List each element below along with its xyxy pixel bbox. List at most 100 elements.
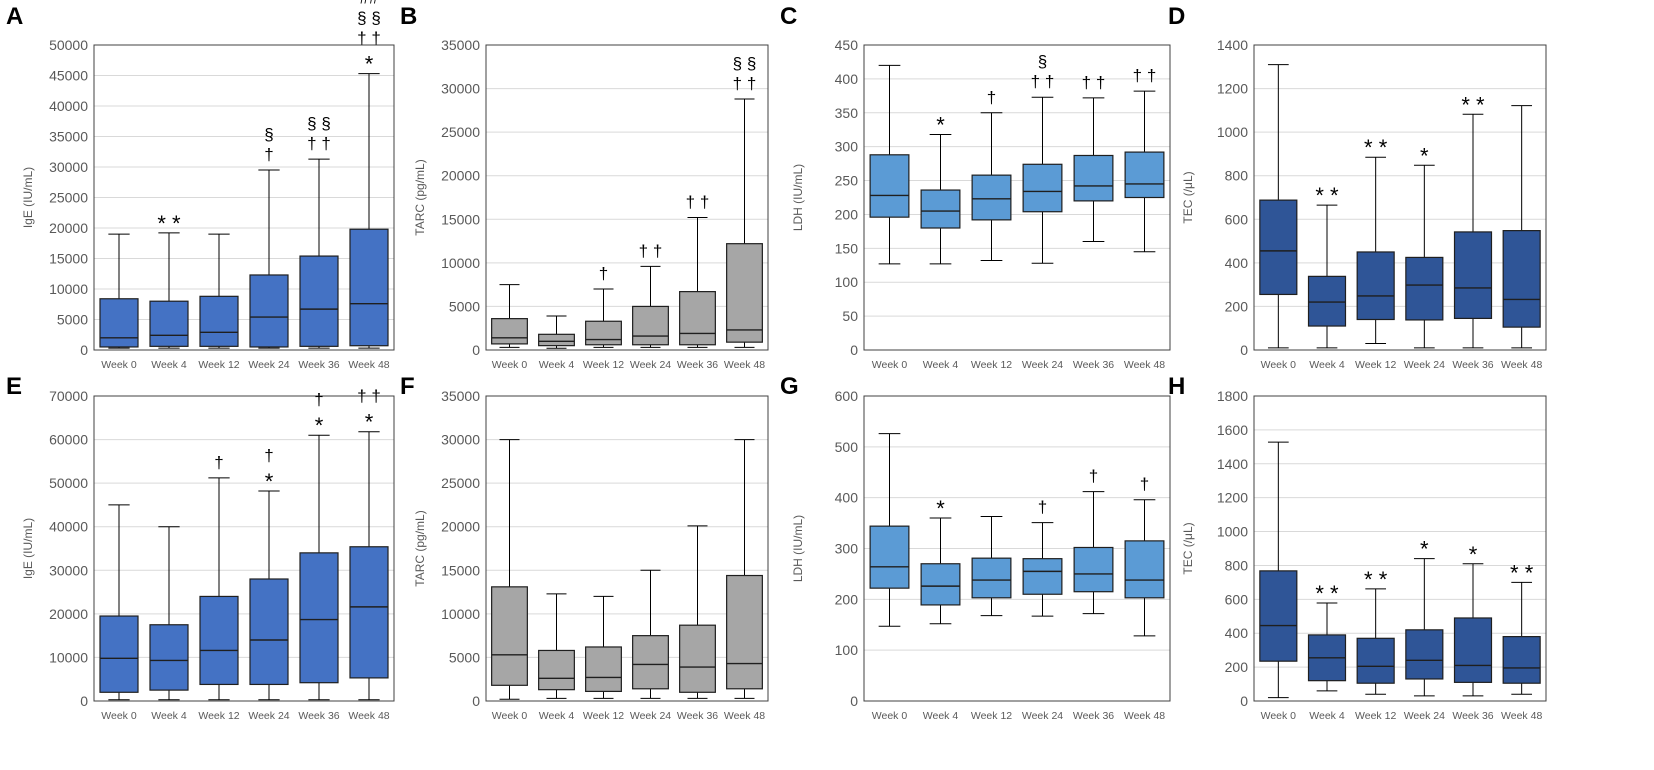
panel-f-box-4 [632,569,669,699]
panel-a-significance-mark: § [264,125,273,144]
panel-f-box-5 [679,525,716,699]
panel-f-iqr-box [491,586,528,686]
panel-d-box-1 [1259,64,1298,349]
panel-e-y-tick-label: 0 [80,693,88,709]
panel-h-x-tick-label: Week 24 [1404,710,1445,722]
panel-a-x-tick-label: Week 4 [151,359,187,371]
panel-b-y-tick-label: 0 [472,342,480,358]
panel-e-iqr-box [349,546,389,679]
panel-h-y-axis-title: TEC (/μL) [1181,522,1195,574]
panel-b-y-tick-label: 10000 [441,255,480,271]
panel-e-box-4 [249,490,289,701]
panel-c-box-5 [1073,97,1114,243]
panel-g-iqr-box [1073,546,1114,593]
panel-b-y-tick-label: 5000 [449,298,480,314]
panel-e-letter: E [6,373,22,400]
panel-a-y-axis-title: IgE (IU/mL) [21,167,35,228]
panel-g-y-tick-label: 100 [835,642,859,658]
panel-e-iqr-box [99,615,139,693]
panel-e-y-tick-label: 50000 [49,475,88,491]
panel-g-significance-mark: † [1089,467,1098,486]
panel-b-box-1 [491,284,528,348]
panel-f-x-tick-label: Week 48 [724,710,765,722]
panel-d-y-tick-label: 1000 [1217,124,1248,140]
panel-c-iqr-box [920,189,961,229]
panel-f-iqr-box [632,635,669,690]
panel-a-y-tick-label: 15000 [49,251,88,267]
panel-c-significance-mark: † [987,88,996,107]
panel-b-y-tick-label: 25000 [441,124,480,140]
panel-f-x-tick-label: Week 0 [492,710,528,722]
panel-c-y-tick-label: 50 [842,308,858,324]
panel-e-significance-mark: † [314,390,323,409]
panel-h-iqr-box [1453,617,1493,683]
panel-f-y-tick-label: 15000 [441,562,480,578]
panel-h-plot-frame [1253,395,1547,702]
panel-c-y-tick-label: 200 [835,206,859,222]
panel-b-x-tick-label: Week 48 [724,359,765,371]
panel-c-x-tick-label: Week 24 [1022,359,1063,371]
panel-g-y-tick-label: 300 [835,541,859,557]
panel-d-y-tick-label: 0 [1240,342,1248,358]
panel-h-x-tick-label: Week 36 [1452,710,1493,722]
panel-d-box-3 [1356,156,1395,344]
panel-a-significance-mark: * [365,52,374,77]
panel-a-iqr-box [249,274,289,348]
panel-g-y-tick-label: 0 [850,693,858,709]
panel-h-y-tick-label: 1000 [1217,524,1248,540]
panel-d-letter: D [1168,3,1185,30]
panel-b-significance-mark: † [599,264,608,283]
panel-f-x-tick-label: Week 24 [630,710,671,722]
panel-g-y-tick-label: 200 [835,591,859,607]
panel-b-box-6 [726,98,763,348]
panel-b-x-tick-label: Week 4 [539,359,575,371]
panel-a-box-4 [249,169,289,349]
panel-g-box-1 [869,433,910,627]
panel-c-iqr-box [1124,151,1165,199]
panel-d-y-tick-label: 600 [1225,211,1249,227]
panel-g-x-tick-label: Week 12 [971,710,1012,722]
panel-e-x-tick-label: Week 4 [151,710,187,722]
panel-c-iqr-box [1022,163,1063,213]
panel-b-y-tick-label: 20000 [441,168,480,184]
panel-c-iqr-box [971,174,1012,221]
panel-g-significance-mark: † [1038,498,1047,517]
panel-b-significance-mark: § § [733,54,757,73]
panel-f-y-tick-label: 25000 [441,475,480,491]
panel-b-letter: B [400,3,417,30]
panel-d-y-tick-label: 1200 [1217,81,1248,97]
panel-c-y-tick-label: 0 [850,342,858,358]
panel-f-x-tick-label: Week 36 [677,710,718,722]
panel-a-box-5 [299,158,339,349]
panel-e-significance-mark: † † [357,387,381,406]
panel-e-significance-mark: * [365,410,374,435]
panel-h-x-tick-label: Week 0 [1261,710,1297,722]
panel-h-significance-mark: * [1469,542,1478,567]
panel-d-iqr-box [1453,231,1493,320]
panel-g-box-6 [1124,499,1165,637]
panel-a-y-tick-label: 45000 [49,68,88,84]
panel-a-box-2 [149,232,189,349]
panel-b-x-tick-label: Week 24 [630,359,671,371]
panel-c-box-4 [1022,96,1063,264]
panel-f-iqr-box [538,649,575,691]
panel-f-letter: F [400,373,415,400]
panel-a-x-tick-label: Week 48 [348,359,389,371]
panel-g-x-tick-label: Week 0 [872,710,908,722]
panel-f-y-axis-title: TARC (pg/mL) [413,510,427,586]
panel-h-y-tick-label: 200 [1225,659,1249,675]
panel-d-box-6 [1502,105,1541,349]
panel-a-iqr-box [299,255,339,347]
panel-f-iqr-box [726,574,763,690]
panel-a-significance-mark: † † [307,134,331,153]
panel-f-box-2 [538,593,575,699]
panel-a-y-tick-label: 40000 [49,98,88,114]
panel-b-y-tick-label: 15000 [441,211,480,227]
panel-e-y-tick-label: 40000 [49,519,88,535]
panel-g-y-tick-label: 500 [835,439,859,455]
panel-a-significance-mark: † † [357,29,381,48]
panel-c-iqr-box [869,154,910,218]
panel-c-significance-mark: † † [1031,72,1055,91]
panel-a-significance-mark: § § [357,9,381,28]
